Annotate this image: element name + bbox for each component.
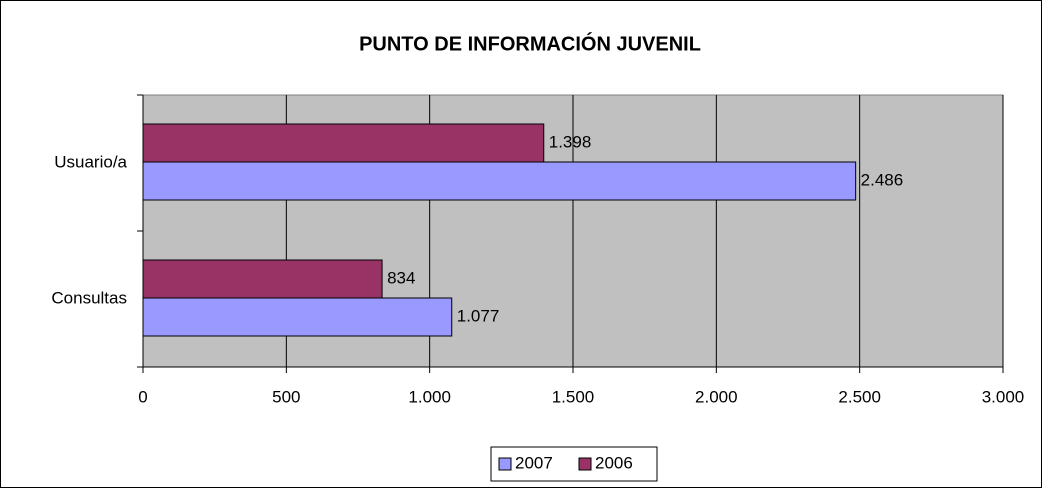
data-label: 834 bbox=[387, 268, 415, 287]
data-label: 1.077 bbox=[457, 306, 500, 325]
legend-label: 2007 bbox=[515, 453, 553, 472]
x-tick-label: 0 bbox=[138, 387, 147, 406]
bar bbox=[142, 259, 383, 299]
x-tick-label: 1.000 bbox=[408, 387, 451, 406]
bar bbox=[142, 123, 545, 163]
legend-swatch bbox=[578, 457, 592, 471]
y-tick-label: Usuario/a bbox=[54, 152, 127, 171]
x-tick-label: 3.000 bbox=[982, 387, 1025, 406]
chart-title: PUNTO DE INFORMACIÓN JUVENIL bbox=[359, 31, 701, 55]
x-tick-label: 2.000 bbox=[695, 387, 738, 406]
y-tick-label: Consultas bbox=[51, 288, 127, 307]
legend-label: 2006 bbox=[595, 453, 633, 472]
bar bbox=[142, 297, 453, 337]
x-tick-label: 2.500 bbox=[838, 387, 881, 406]
legend-box bbox=[490, 446, 658, 482]
bar bbox=[142, 161, 857, 201]
legend-swatch bbox=[498, 457, 512, 471]
data-label: 2.486 bbox=[861, 170, 904, 189]
data-label: 1.398 bbox=[549, 132, 592, 151]
x-tick-label: 500 bbox=[272, 387, 300, 406]
x-tick-label: 1.500 bbox=[552, 387, 595, 406]
